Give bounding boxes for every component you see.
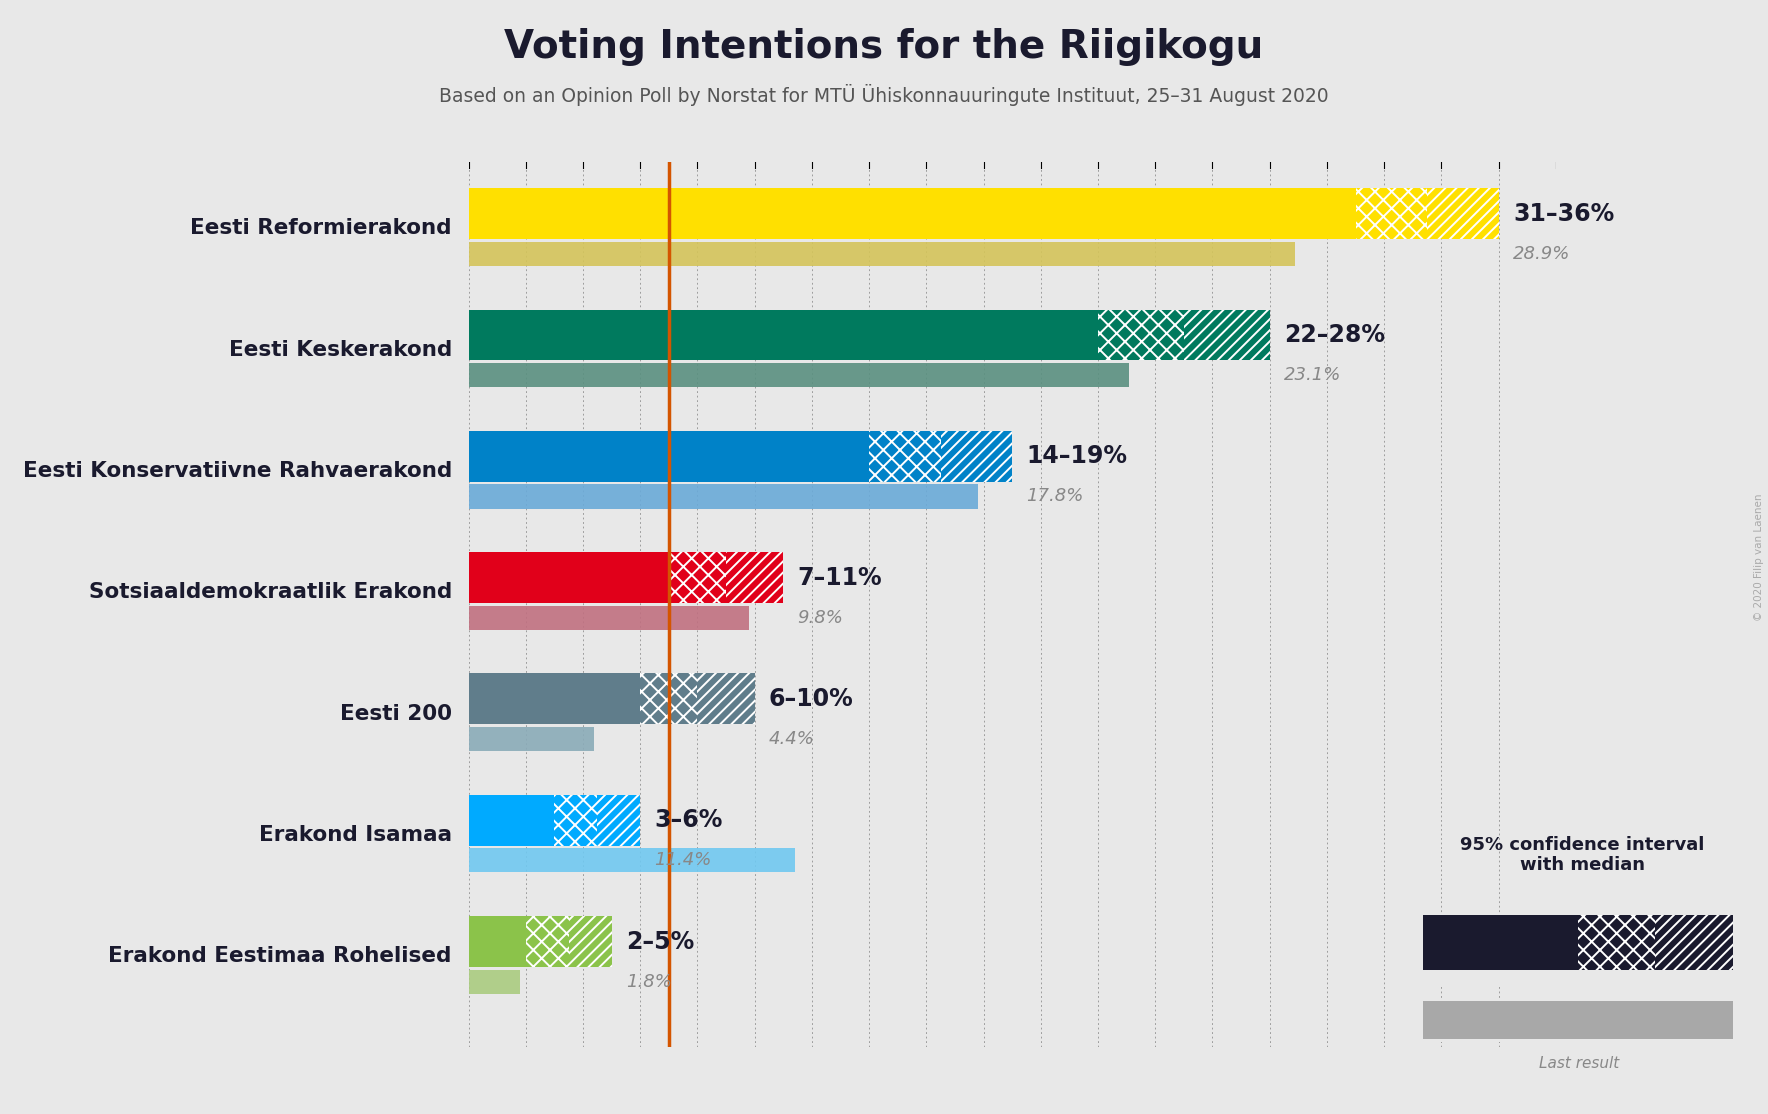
Bar xyxy=(941,431,1011,482)
Text: 4.4%: 4.4% xyxy=(769,730,815,747)
Bar xyxy=(697,674,755,724)
Bar xyxy=(469,606,750,629)
Bar xyxy=(1356,188,1427,240)
Text: 14–19%: 14–19% xyxy=(1027,444,1128,468)
Bar xyxy=(1423,1001,1733,1039)
Bar xyxy=(1655,916,1733,969)
Text: 28.9%: 28.9% xyxy=(1513,245,1570,263)
Bar xyxy=(469,726,594,751)
Text: Based on an Opinion Poll by Norstat for MTÜ Ühiskonnauuringute Instituut, 25–31 : Based on an Opinion Poll by Norstat for … xyxy=(438,84,1330,106)
Bar xyxy=(1423,916,1579,969)
Text: Last result: Last result xyxy=(1538,1056,1619,1071)
Bar xyxy=(668,553,727,603)
Bar xyxy=(1427,188,1499,240)
Bar xyxy=(469,553,668,603)
Text: Voting Intentions for the Riigikogu: Voting Intentions for the Riigikogu xyxy=(504,28,1264,66)
Bar xyxy=(469,485,978,508)
Bar xyxy=(525,916,569,967)
Bar xyxy=(469,431,870,482)
Bar xyxy=(469,188,1356,240)
Text: 2–5%: 2–5% xyxy=(626,929,695,954)
Bar xyxy=(469,848,796,872)
Text: 6–10%: 6–10% xyxy=(769,687,854,711)
Bar xyxy=(469,310,1098,361)
Bar xyxy=(727,553,783,603)
Bar xyxy=(469,242,1296,266)
Text: 7–11%: 7–11% xyxy=(797,566,882,589)
Text: 11.4%: 11.4% xyxy=(654,851,713,869)
Bar xyxy=(870,431,941,482)
Text: 95% confidence interval
with median: 95% confidence interval with median xyxy=(1460,836,1704,874)
Bar xyxy=(1185,310,1269,361)
Text: 23.1%: 23.1% xyxy=(1284,367,1342,384)
Text: 17.8%: 17.8% xyxy=(1027,487,1084,506)
Bar xyxy=(1098,310,1185,361)
Bar xyxy=(1579,916,1655,969)
Bar xyxy=(469,916,525,967)
Bar xyxy=(469,794,555,846)
Text: © 2020 Filip van Laenen: © 2020 Filip van Laenen xyxy=(1754,494,1764,620)
Bar xyxy=(569,916,612,967)
Bar xyxy=(469,674,640,724)
Text: 1.8%: 1.8% xyxy=(626,973,672,990)
Text: 22–28%: 22–28% xyxy=(1284,323,1384,348)
Text: 3–6%: 3–6% xyxy=(654,809,723,832)
Bar xyxy=(640,674,697,724)
Text: 31–36%: 31–36% xyxy=(1513,202,1614,226)
Bar xyxy=(469,969,520,994)
Bar xyxy=(469,363,1130,388)
Bar xyxy=(598,794,640,846)
Bar xyxy=(555,794,598,846)
Text: 9.8%: 9.8% xyxy=(797,608,843,627)
